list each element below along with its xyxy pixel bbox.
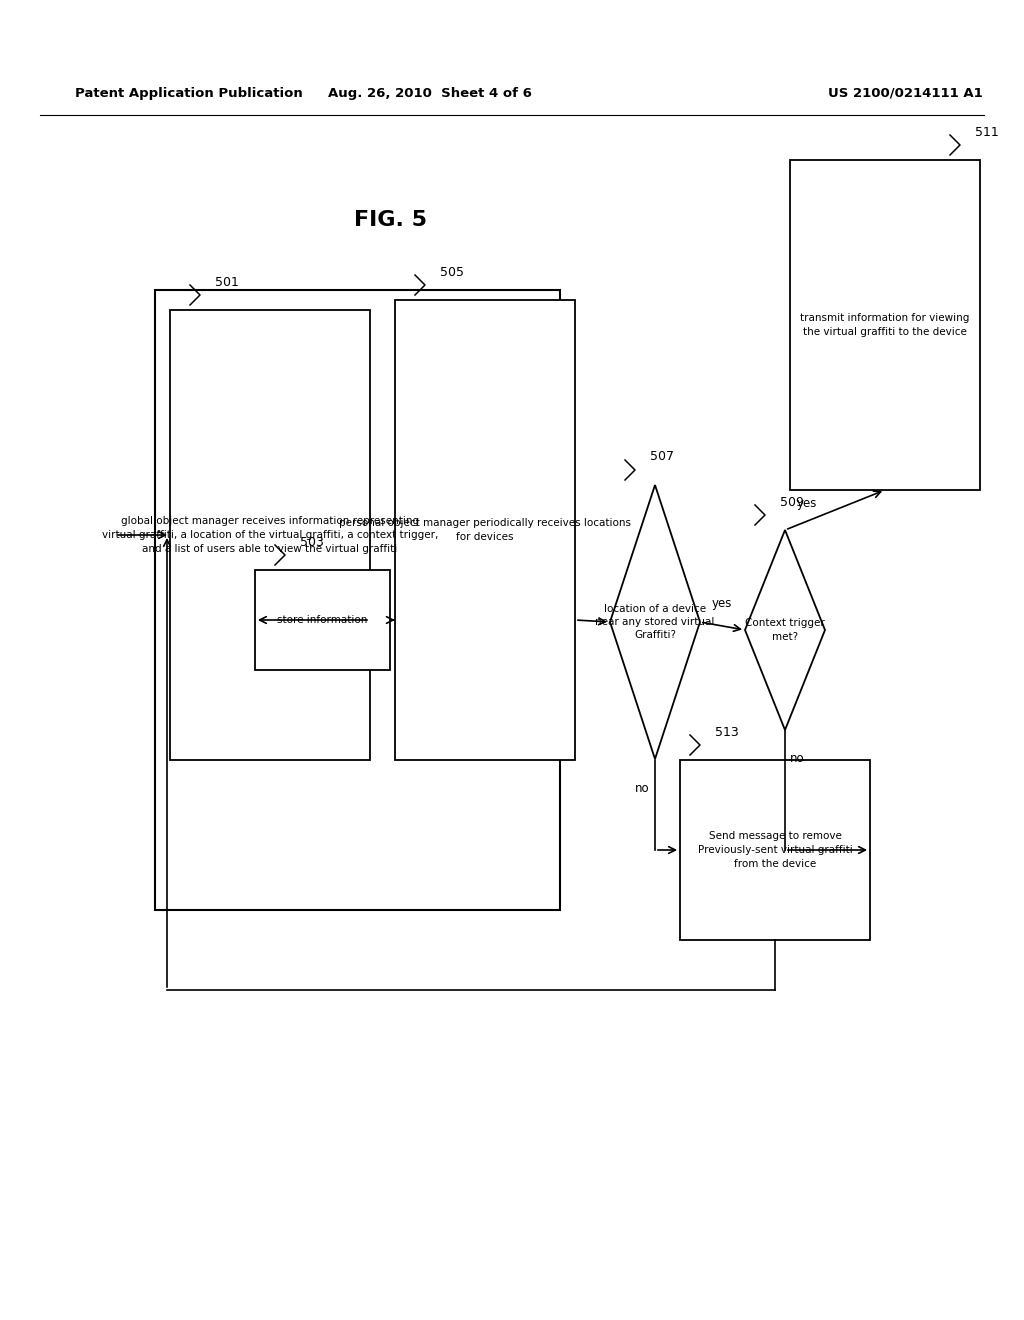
- Bar: [255, 570, 390, 671]
- Bar: [170, 310, 370, 760]
- Text: 511: 511: [975, 125, 998, 139]
- Text: 501: 501: [215, 276, 239, 289]
- Text: Aug. 26, 2010  Sheet 4 of 6: Aug. 26, 2010 Sheet 4 of 6: [328, 87, 531, 99]
- Polygon shape: [610, 484, 700, 759]
- Text: Context trigger
met?: Context trigger met?: [745, 618, 825, 642]
- Polygon shape: [745, 531, 825, 730]
- Bar: [155, 290, 560, 909]
- Text: no: no: [635, 781, 650, 795]
- Text: US 2100/0214111 A1: US 2100/0214111 A1: [827, 87, 982, 99]
- Text: location of a device
near any stored virtual
Graffiti?: location of a device near any stored vir…: [595, 603, 715, 640]
- Text: personal object manager periodically receives locations
for devices: personal object manager periodically rec…: [339, 517, 631, 543]
- Text: FIG. 5: FIG. 5: [353, 210, 427, 230]
- Text: store information: store information: [278, 615, 368, 624]
- Text: 503: 503: [300, 536, 324, 549]
- Text: no: no: [790, 752, 805, 766]
- Text: global object manager receives information representing
virtual graffiti, a loca: global object manager receives informati…: [101, 516, 438, 554]
- Text: yes: yes: [797, 498, 817, 510]
- Bar: [680, 760, 870, 940]
- Text: 507: 507: [650, 450, 674, 463]
- Text: Patent Application Publication: Patent Application Publication: [75, 87, 303, 99]
- Bar: [395, 300, 575, 760]
- Bar: [790, 160, 980, 490]
- Text: 509: 509: [780, 495, 804, 508]
- Text: 505: 505: [440, 265, 464, 279]
- Text: yes: yes: [712, 597, 732, 610]
- Text: transmit information for viewing
the virtual graffiti to the device: transmit information for viewing the vir…: [801, 313, 970, 337]
- Text: 513: 513: [715, 726, 738, 738]
- Text: Send message to remove
Previously-sent virtual graffiti
from the device: Send message to remove Previously-sent v…: [697, 832, 852, 869]
